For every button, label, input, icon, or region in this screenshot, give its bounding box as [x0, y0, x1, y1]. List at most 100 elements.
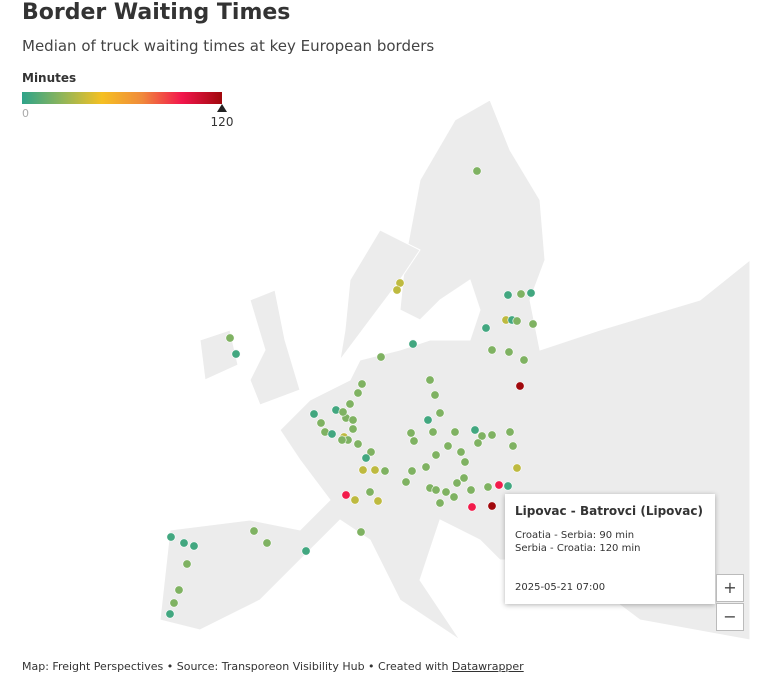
border-point[interactable]: [182, 559, 192, 569]
border-point[interactable]: [409, 436, 419, 446]
border-point[interactable]: [487, 430, 497, 440]
points: [165, 166, 538, 619]
footer: Map: Freight Perspectives • Source: Tran…: [22, 660, 524, 673]
border-point[interactable]: [512, 463, 522, 473]
border-point[interactable]: [508, 441, 518, 451]
tooltip: Lipovac - Batrovci (Lipovac) Croatia - S…: [505, 494, 715, 604]
border-point[interactable]: [337, 435, 347, 445]
legend-title: Minutes: [22, 71, 77, 85]
border-point[interactable]: [166, 532, 176, 542]
border-point[interactable]: [466, 485, 476, 495]
zoom-out[interactable]: −: [716, 603, 744, 631]
border-point[interactable]: [431, 485, 441, 495]
border-point[interactable]: [503, 290, 513, 300]
border-point[interactable]: [477, 431, 487, 441]
border-point[interactable]: [449, 492, 459, 502]
border-point[interactable]: [356, 527, 366, 537]
border-point[interactable]: [370, 465, 380, 475]
border-point[interactable]: [174, 585, 184, 595]
border-point[interactable]: [503, 481, 513, 491]
border-point[interactable]: [450, 427, 460, 437]
border-point[interactable]: [472, 166, 482, 176]
border-point[interactable]: [231, 349, 241, 359]
border-point[interactable]: [348, 424, 358, 434]
border-point[interactable]: [262, 538, 272, 548]
tooltip-line: Croatia - Serbia: 90 min: [515, 530, 635, 541]
border-point[interactable]: [487, 501, 497, 511]
border-point[interactable]: [515, 381, 525, 391]
border-point[interactable]: [301, 546, 311, 556]
border-point[interactable]: [519, 355, 529, 365]
subtitle: Median of truck waiting times at key Eur…: [22, 37, 435, 55]
border-point[interactable]: [338, 407, 348, 417]
border-point[interactable]: [443, 441, 453, 451]
border-point[interactable]: [225, 333, 235, 343]
border-point[interactable]: [470, 425, 480, 435]
border-point[interactable]: [473, 438, 483, 448]
border-point[interactable]: [408, 339, 418, 349]
border-point[interactable]: [435, 408, 445, 418]
border-point[interactable]: [345, 399, 355, 409]
border-point[interactable]: [350, 495, 360, 505]
border-point[interactable]: [341, 490, 351, 500]
border-point[interactable]: [373, 496, 383, 506]
border-point[interactable]: [316, 418, 326, 428]
border-point[interactable]: [376, 352, 386, 362]
border-point[interactable]: [481, 323, 491, 333]
border-point[interactable]: [512, 316, 522, 326]
tooltip-title: Lipovac - Batrovci (Lipovac): [515, 504, 703, 518]
border-point[interactable]: [309, 409, 319, 419]
border-point[interactable]: [406, 428, 416, 438]
border-point[interactable]: [487, 345, 497, 355]
border-point[interactable]: [327, 429, 337, 439]
border-point[interactable]: [483, 482, 493, 492]
legend-min: 0: [22, 107, 29, 120]
border-point[interactable]: [358, 465, 368, 475]
border-point[interactable]: [348, 415, 358, 425]
tooltip-date: 2025-05-21 07:00: [515, 582, 606, 593]
title: Border Waiting Times: [22, 0, 291, 25]
border-point[interactable]: [430, 390, 440, 400]
border-point[interactable]: [353, 388, 363, 398]
border-point[interactable]: [361, 453, 371, 463]
border-point[interactable]: [392, 285, 402, 295]
border-point[interactable]: [452, 478, 462, 488]
border-point[interactable]: [179, 538, 189, 548]
border-point[interactable]: [431, 450, 441, 460]
border-point[interactable]: [494, 480, 504, 490]
legend-marker: [217, 104, 227, 112]
footer-link[interactable]: Datawrapper: [451, 660, 524, 673]
footer-text: Map: Freight Perspectives • Source: Tran…: [22, 660, 449, 673]
border-point[interactable]: [357, 379, 367, 389]
border-point[interactable]: [366, 447, 376, 457]
border-point[interactable]: [189, 541, 199, 551]
border-point[interactable]: [467, 502, 477, 512]
border-point[interactable]: [423, 415, 433, 425]
tooltip-line: Serbia - Croatia: 120 min: [515, 543, 641, 554]
border-point[interactable]: [528, 319, 538, 329]
border-point[interactable]: [380, 466, 390, 476]
border-point[interactable]: [435, 498, 445, 508]
border-point[interactable]: [460, 457, 470, 467]
border-point[interactable]: [421, 462, 431, 472]
border-point[interactable]: [504, 347, 514, 357]
border-point[interactable]: [169, 598, 179, 608]
border-point[interactable]: [401, 477, 411, 487]
border-point[interactable]: [441, 487, 451, 497]
border-point[interactable]: [249, 526, 259, 536]
legend-bar: [22, 92, 222, 104]
legend-max: 120: [211, 115, 234, 129]
border-point[interactable]: [456, 447, 466, 457]
border-point[interactable]: [365, 487, 375, 497]
zoom-in[interactable]: +: [716, 574, 744, 602]
border-point[interactable]: [516, 289, 526, 299]
border-point[interactable]: [407, 466, 417, 476]
border-point[interactable]: [428, 427, 438, 437]
border-point[interactable]: [505, 427, 515, 437]
border-point[interactable]: [425, 375, 435, 385]
border-point[interactable]: [165, 609, 175, 619]
border-point[interactable]: [459, 473, 469, 483]
border-point[interactable]: [526, 288, 536, 298]
border-point[interactable]: [353, 439, 363, 449]
